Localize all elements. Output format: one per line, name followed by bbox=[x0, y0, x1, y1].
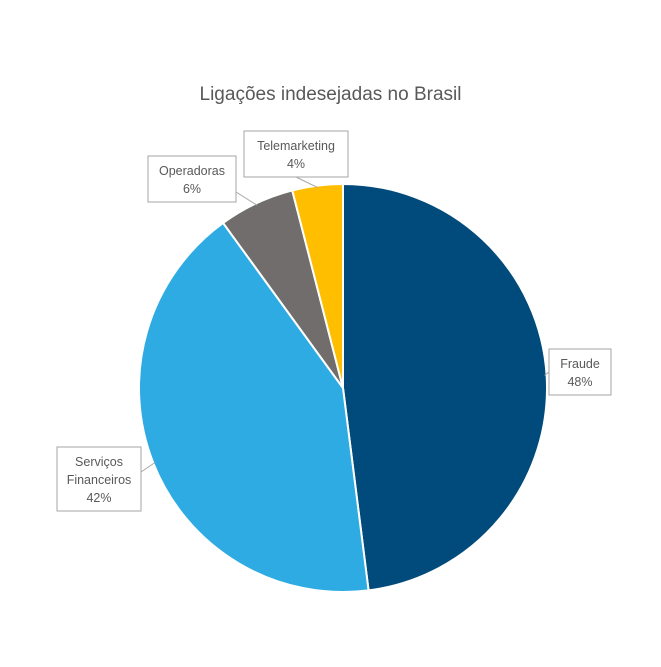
leader-line-operadoras bbox=[235, 191, 258, 206]
data-label-value: 42% bbox=[86, 491, 111, 505]
data-label-fraude: Fraude 48% bbox=[548, 348, 612, 396]
data-label-value: 4% bbox=[287, 157, 305, 171]
data-label-box bbox=[147, 155, 237, 203]
data-label-box bbox=[56, 446, 142, 512]
leader-line-fraude bbox=[544, 371, 550, 376]
data-label-servicos-financeiros: Serviços Financeiros 42% bbox=[56, 446, 142, 512]
data-label-category: Fraude bbox=[560, 357, 600, 371]
data-label-category: Financeiros bbox=[67, 473, 132, 487]
data-label-value: 48% bbox=[567, 375, 592, 389]
chart-title: Ligações indesejadas no Brasil bbox=[199, 84, 462, 105]
leader-line-servicos-financeiros bbox=[140, 461, 156, 473]
data-label-category: Serviços bbox=[75, 455, 123, 469]
pie-slice-fraude bbox=[342, 182, 548, 592]
leader-line-telemarketing bbox=[295, 176, 318, 189]
data-label-category: Telemarketing bbox=[257, 139, 335, 153]
data-label-box bbox=[243, 130, 349, 178]
data-label-operadoras: Operadoras 6% bbox=[147, 155, 237, 203]
data-label-value: 6% bbox=[183, 182, 201, 196]
pie-slice-telemarketing bbox=[291, 182, 344, 389]
data-label-category: Operadoras bbox=[159, 164, 225, 178]
data-label-box bbox=[548, 348, 612, 396]
data-label-telemarketing: Telemarketing 4% bbox=[243, 130, 349, 178]
